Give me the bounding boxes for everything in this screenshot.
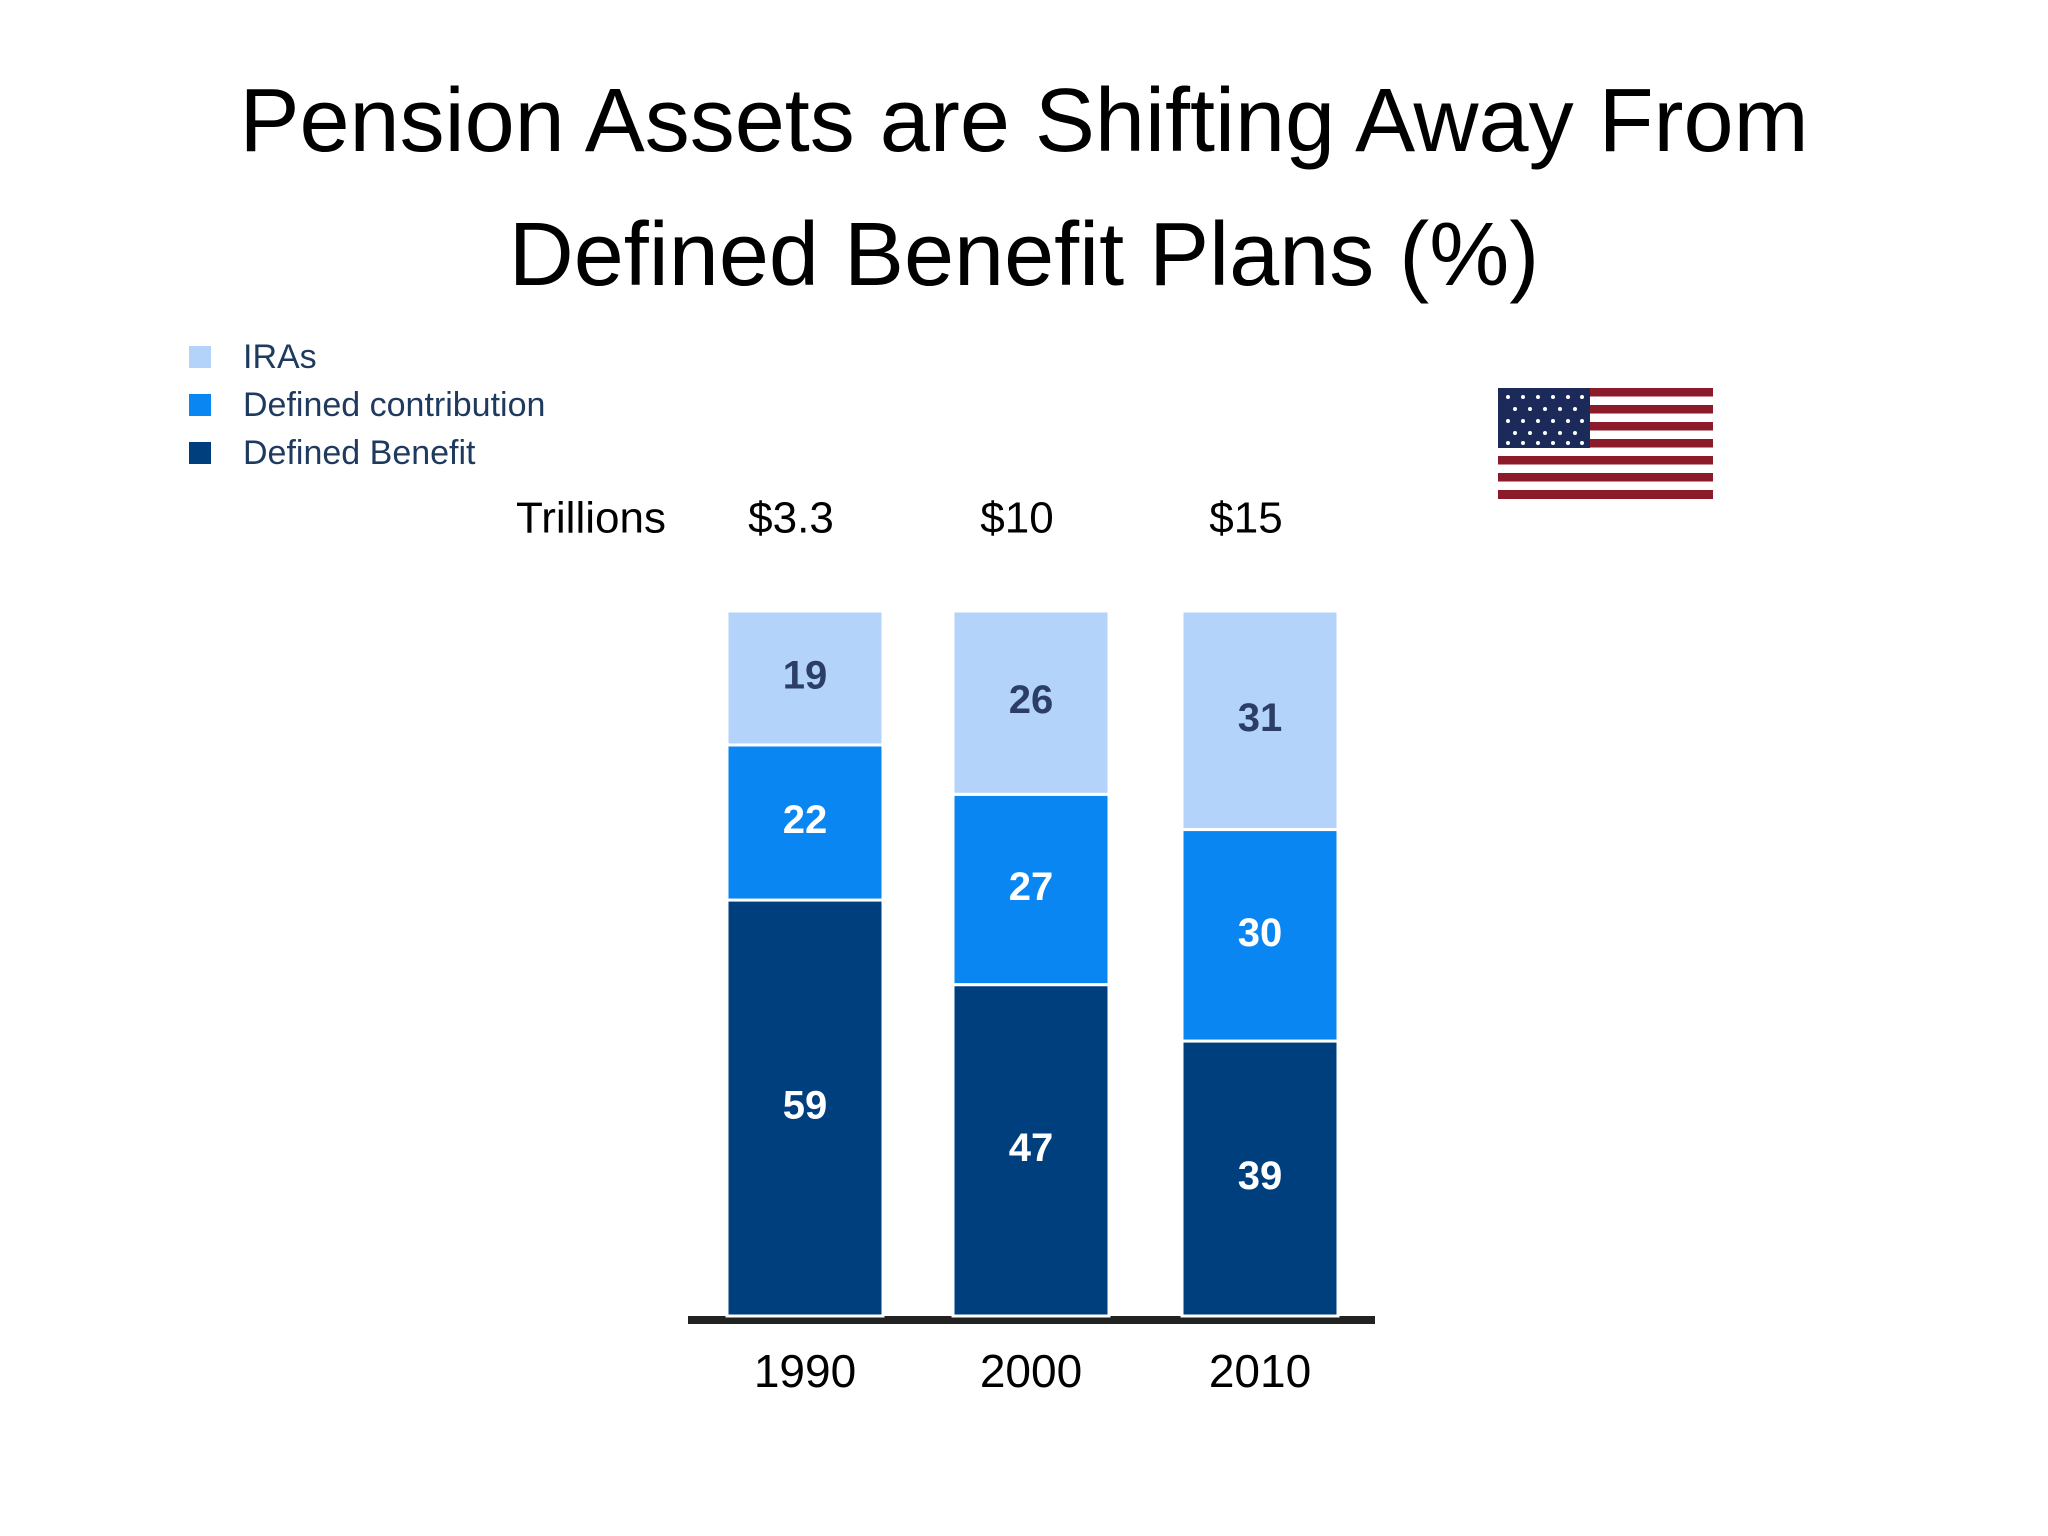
legend-swatch: [189, 346, 211, 368]
bar-segment: [1180, 1039, 1340, 1318]
bar-segment: [951, 609, 1111, 796]
legend-swatch: [189, 394, 211, 416]
data-label: 22: [783, 798, 828, 842]
data-label: 27: [1009, 865, 1054, 909]
chart-title: Pension Assets are Shifting Away From: [239, 71, 1808, 171]
data-label: 39: [1238, 1154, 1283, 1198]
data-label: 19: [783, 654, 828, 698]
x-tick-label: 2000: [980, 1345, 1082, 1397]
bar-segment: [725, 609, 885, 747]
x-tick-label: 2010: [1209, 1345, 1311, 1397]
data-label: 30: [1238, 911, 1283, 955]
bar-segment: [1180, 609, 1340, 832]
legend-label: Defined Benefit: [243, 434, 476, 472]
bar-segment: [951, 792, 1111, 987]
total-label: $15: [1209, 494, 1282, 543]
legend-label: Defined contribution: [243, 386, 545, 424]
total-label: $3.3: [748, 494, 834, 543]
total-label: $10: [980, 494, 1053, 543]
bar-segment: [1180, 828, 1340, 1043]
data-label: 26: [1009, 678, 1054, 722]
legend-label: IRAs: [243, 338, 317, 376]
data-label: 59: [783, 1084, 828, 1128]
legend-swatch: [189, 442, 211, 464]
bar-segment: [951, 983, 1111, 1318]
data-label: 31: [1238, 696, 1283, 740]
chart-title: Defined Benefit Plans (%): [509, 205, 1540, 305]
annotation-label: Trillions: [516, 494, 666, 543]
data-label: 47: [1009, 1126, 1054, 1170]
bar-segment: [725, 898, 885, 1318]
x-tick-label: 1990: [754, 1345, 856, 1397]
flag: [1498, 388, 1713, 499]
